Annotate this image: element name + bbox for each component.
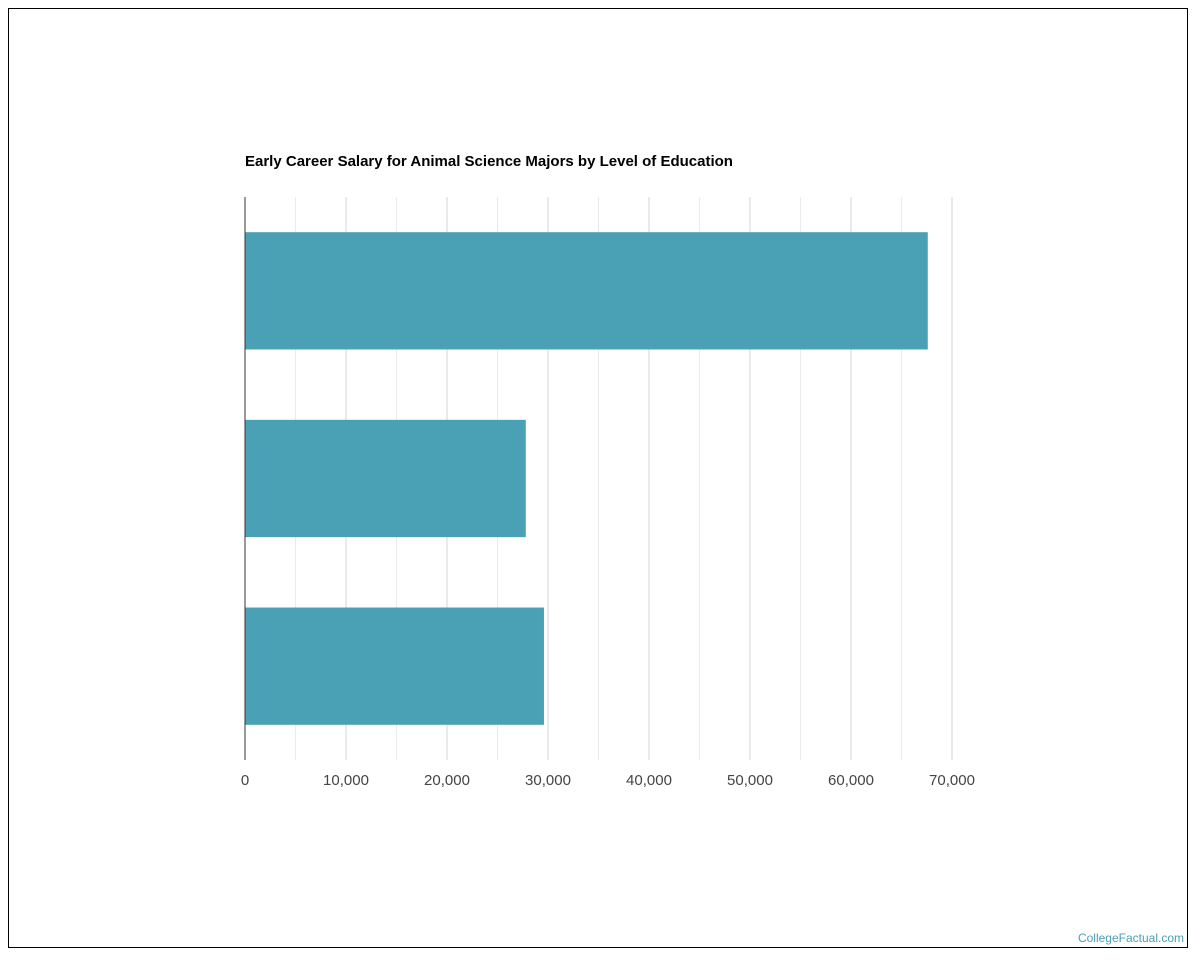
x-tick-label: 70,000	[929, 772, 975, 789]
x-tick-label: 0	[241, 772, 249, 789]
bar-3[interactable]	[245, 607, 544, 725]
chart-title: Early Career Salary for Animal Science M…	[245, 153, 733, 170]
x-axis-ticks: 0 10,000 20,000 30,000 40,000 50,000 60,000 70,…	[241, 772, 975, 789]
x-tick-label: 10,000	[323, 772, 369, 789]
source-credit-link[interactable]: CollegeFactual.com	[1077, 931, 1184, 945]
bar-1[interactable]	[245, 232, 928, 350]
bars	[245, 232, 928, 725]
x-tick-label: 50,000	[727, 772, 773, 789]
x-tick-label: 20,000	[424, 772, 470, 789]
x-tick-label: 40,000	[626, 772, 672, 789]
x-tick-label: 30,000	[525, 772, 571, 789]
x-tick-label: 60,000	[828, 772, 874, 789]
bar-2[interactable]	[245, 419, 526, 538]
